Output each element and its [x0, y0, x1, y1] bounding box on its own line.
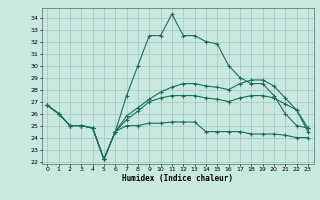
X-axis label: Humidex (Indice chaleur): Humidex (Indice chaleur) [122, 174, 233, 183]
